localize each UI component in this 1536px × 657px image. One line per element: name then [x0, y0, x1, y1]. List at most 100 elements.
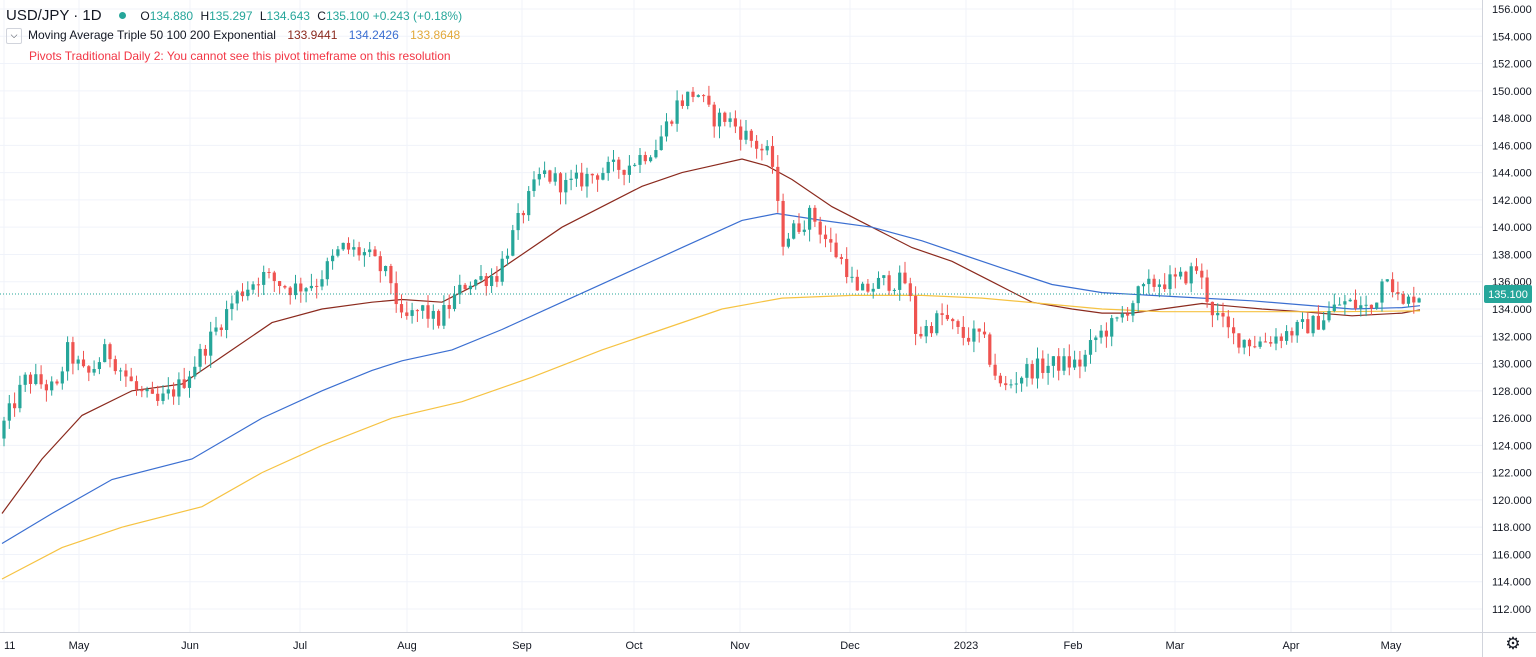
candle-body	[44, 384, 48, 391]
candle-body	[1126, 313, 1130, 316]
candle-body	[1353, 299, 1358, 309]
candle-body	[1179, 271, 1183, 277]
last-price: 135.100	[0, 285, 1532, 303]
y-tick-label: 124.000	[1492, 440, 1532, 452]
candle-body	[1163, 284, 1167, 290]
candle-body	[770, 146, 775, 167]
candle-body	[945, 314, 949, 320]
candle-body	[532, 179, 536, 192]
candle-body	[288, 287, 292, 296]
candle-body	[818, 221, 822, 235]
chevron-down-icon[interactable]: ⌵	[6, 28, 22, 44]
x-tick-label: Apr	[1282, 640, 1299, 652]
candle-body	[755, 140, 759, 149]
candle-body	[1369, 304, 1373, 309]
candle-body	[516, 213, 520, 231]
y-tick-label: 134.000	[1492, 304, 1532, 316]
candle-body	[680, 100, 684, 106]
candle-body	[240, 291, 245, 297]
candle-body	[1364, 304, 1368, 306]
candle-body	[903, 272, 907, 284]
symbol-title[interactable]: USD/JPY · 1D	[6, 7, 102, 24]
candle-body	[596, 175, 600, 180]
low-label: L	[259, 9, 267, 23]
candle-body	[1136, 286, 1140, 304]
candle-body	[378, 256, 382, 272]
candle-body	[1237, 333, 1241, 348]
indicator-params: 50 100 200 Exponential	[149, 28, 276, 43]
candle-body	[914, 296, 918, 334]
candle-body	[1380, 281, 1384, 303]
candle-body	[993, 364, 997, 376]
candle-body	[1406, 296, 1411, 304]
candle-body	[198, 348, 202, 367]
candle-body	[739, 126, 743, 140]
y-tick-label: 144.000	[1492, 168, 1532, 180]
candle-body	[214, 327, 218, 332]
candle-body	[1141, 284, 1146, 287]
candle-body	[1396, 292, 1400, 295]
candle-body	[839, 257, 843, 259]
candle-body	[670, 121, 674, 124]
candle-body	[1025, 364, 1029, 378]
candle-body	[1216, 313, 1220, 316]
candle-body	[129, 376, 133, 382]
y-tick-label: 138.000	[1492, 249, 1532, 261]
indicator-row[interactable]: ⌵ Moving Average Triple 50 100 200 Expone…	[6, 28, 460, 44]
candle-body	[1014, 383, 1018, 385]
candle-body	[463, 284, 467, 290]
candle-body	[384, 265, 388, 272]
candle-body	[1247, 339, 1252, 347]
candle-body	[1253, 346, 1257, 348]
candle-body	[1194, 266, 1199, 271]
candle-body	[1099, 330, 1103, 338]
candle-body	[935, 313, 939, 334]
y-tick-label: 130.000	[1492, 359, 1532, 371]
candle-body	[564, 179, 568, 193]
indicator-name: Moving Average Triple	[28, 28, 147, 43]
candle-body	[1046, 365, 1050, 373]
candle-body	[1258, 341, 1262, 347]
candle-body	[1269, 342, 1273, 344]
candle-body	[797, 223, 801, 232]
x-tick-label: Jul	[293, 640, 307, 652]
candle-body	[988, 334, 992, 365]
candle-body	[1104, 330, 1108, 337]
ma-line	[1, 294, 1421, 580]
candle-body	[1173, 274, 1177, 277]
candle-body	[1332, 304, 1336, 311]
candle-body	[352, 247, 356, 250]
candle-body	[924, 325, 928, 337]
y-tick-label: 116.000	[1492, 549, 1531, 561]
candle-body	[749, 130, 753, 141]
symbol-row: USD/JPY · 1D O134.880 H135.297 L134.643 …	[6, 7, 462, 24]
gear-icon[interactable]: ⚙	[1505, 634, 1521, 653]
candle-body	[484, 276, 488, 287]
y-tick-label: 132.000	[1492, 331, 1532, 343]
candle-body	[1300, 319, 1305, 322]
candle-body	[1051, 356, 1055, 366]
ma2-value: 134.2426	[348, 28, 399, 43]
candle-body	[1110, 318, 1114, 337]
candle-body	[712, 104, 716, 127]
candle-body	[474, 279, 478, 286]
candle-body	[744, 130, 748, 140]
candle-body	[1035, 358, 1040, 379]
y-tick-label: 140.000	[1492, 222, 1532, 234]
candle-body	[590, 173, 594, 176]
candle-body	[1385, 279, 1389, 282]
candle-body	[225, 309, 229, 331]
x-tick-label: May	[1381, 640, 1402, 652]
candle-body	[235, 291, 239, 304]
y-tick-label: 146.000	[1492, 140, 1532, 152]
y-tick-label: 122.000	[1492, 468, 1532, 480]
candle-body	[150, 389, 154, 394]
y-tick-label: 118.000	[1492, 522, 1531, 534]
candle-body	[1279, 336, 1283, 341]
candle-body	[1189, 266, 1193, 284]
candle-body	[521, 213, 525, 216]
candle-body	[786, 238, 790, 247]
candle-body	[108, 344, 112, 360]
candle-body	[336, 249, 340, 256]
